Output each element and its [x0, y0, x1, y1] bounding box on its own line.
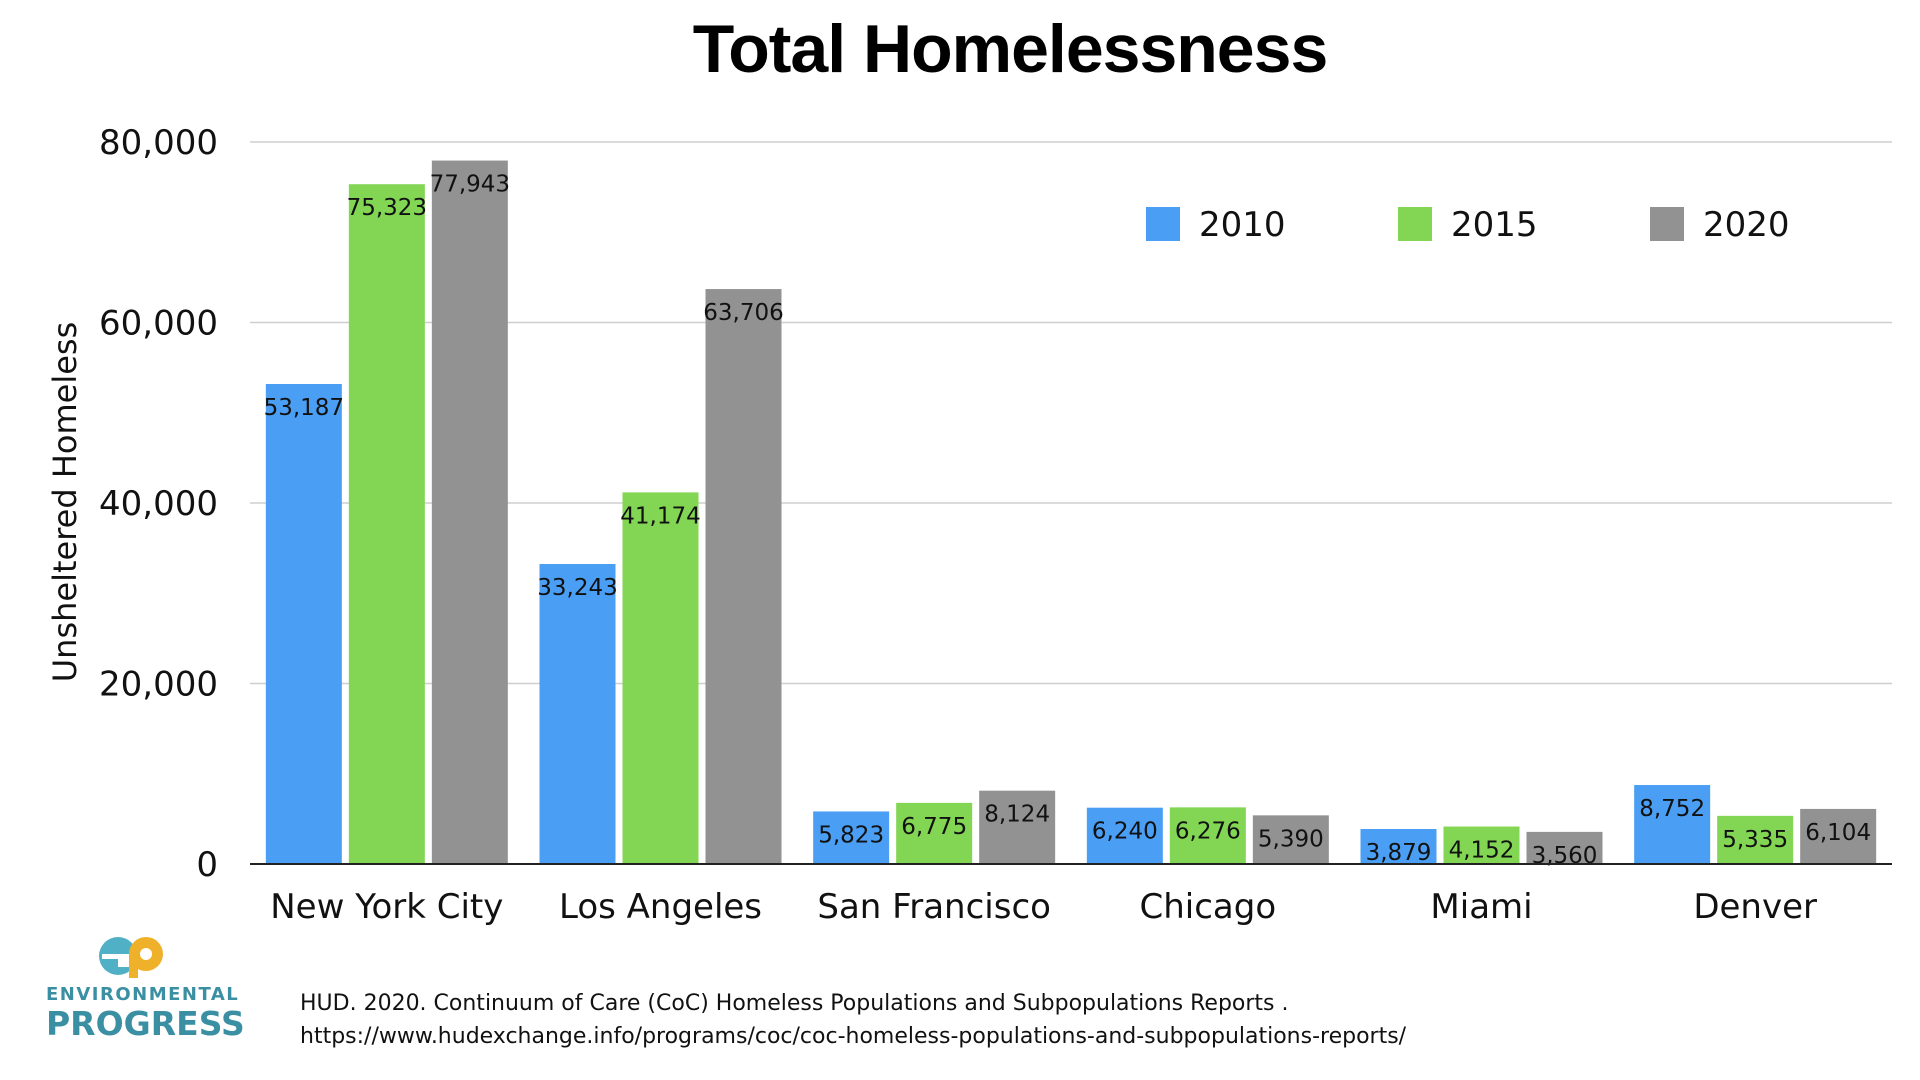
- bar-2020-5: [1800, 808, 1877, 864]
- data-label: 5,390: [1258, 826, 1324, 852]
- logo-p-stem: [129, 954, 138, 978]
- data-label: 33,243: [537, 575, 617, 601]
- logo-p-hole: [140, 948, 152, 960]
- x-tick-label: Chicago: [1140, 887, 1277, 927]
- ep-logo-icon: [99, 937, 163, 978]
- logo-e-bar: [102, 954, 132, 959]
- bar-2010-2: [813, 811, 890, 864]
- bar-2015-5: [1717, 815, 1794, 864]
- legend-label: 2010: [1199, 205, 1286, 245]
- legend-swatch-2020: [1650, 207, 1684, 241]
- data-label: 6,775: [901, 814, 967, 840]
- y-tick-label: 0: [196, 845, 218, 885]
- logo-e-gap: [118, 959, 134, 967]
- legend-label: 2020: [1703, 205, 1790, 245]
- bar-2010-1: [539, 563, 616, 864]
- bar-2020-1: [705, 289, 782, 864]
- gridlines: [250, 141, 1892, 685]
- logo-line2: PROGRESS: [46, 1004, 245, 1043]
- x-tick-label: New York City: [270, 887, 503, 927]
- x-tick-label: Miami: [1430, 887, 1532, 927]
- bars: [265, 160, 1877, 864]
- bar-2020-0: [431, 160, 508, 864]
- bar-2010-4: [1360, 828, 1437, 864]
- bar-2010-5: [1634, 785, 1711, 864]
- bar-2010-3: [1086, 807, 1163, 864]
- logo-line1: ENVIRONMENTAL: [46, 984, 240, 1005]
- y-tick-label: 20,000: [99, 665, 218, 705]
- data-label: 77,943: [430, 172, 510, 198]
- y-tick-label: 60,000: [99, 304, 218, 344]
- y-axis-ticks: 0 20,000 40,000 60,000 80,000: [99, 123, 218, 885]
- data-label: 5,335: [1722, 827, 1788, 853]
- data-label: 75,323: [347, 195, 427, 221]
- bar-2015-2: [896, 802, 973, 864]
- data-label: 63,706: [703, 300, 783, 326]
- chart-title: Total Homelessness: [693, 11, 1328, 87]
- bar-2020-4: [1526, 831, 1603, 864]
- legend-swatch-2015: [1398, 207, 1432, 241]
- data-label: 53,187: [264, 395, 344, 421]
- bar-2015-0: [348, 184, 425, 864]
- legend: 2010 2015 2020: [1146, 205, 1790, 245]
- data-label: 6,104: [1805, 820, 1871, 846]
- y-axis-label: Unsheltered Homeless: [46, 322, 84, 683]
- legend-label: 2015: [1451, 205, 1538, 245]
- data-label: 3,879: [1366, 840, 1432, 866]
- data-label: 5,823: [818, 822, 884, 848]
- bar-2015-1: [622, 492, 699, 864]
- data-label: 41,174: [620, 503, 700, 529]
- data-label: 8,752: [1639, 796, 1705, 822]
- bar-2015-4: [1443, 826, 1520, 864]
- bar-2020-3: [1252, 815, 1329, 864]
- bar-2015-3: [1169, 807, 1246, 864]
- data-label: 4,152: [1449, 838, 1515, 864]
- data-label: 6,276: [1175, 818, 1241, 844]
- source-citation: HUD. 2020. Continuum of Care (CoC) Homel…: [300, 991, 1407, 1049]
- y-tick-label: 40,000: [99, 484, 218, 524]
- y-tick-label: 80,000: [99, 123, 218, 163]
- bar-2020-2: [979, 790, 1056, 864]
- x-tick-label: Los Angeles: [559, 887, 762, 927]
- data-label: 6,240: [1092, 819, 1158, 845]
- data-label: 8,124: [984, 802, 1050, 828]
- bar-2010-0: [265, 383, 342, 864]
- x-axis-ticks: New York City Los Angeles San Francisco Chi…: [270, 887, 1817, 927]
- legend-swatch-2010: [1146, 207, 1180, 241]
- x-tick-label: Denver: [1693, 887, 1817, 927]
- x-tick-label: San Francisco: [817, 887, 1051, 927]
